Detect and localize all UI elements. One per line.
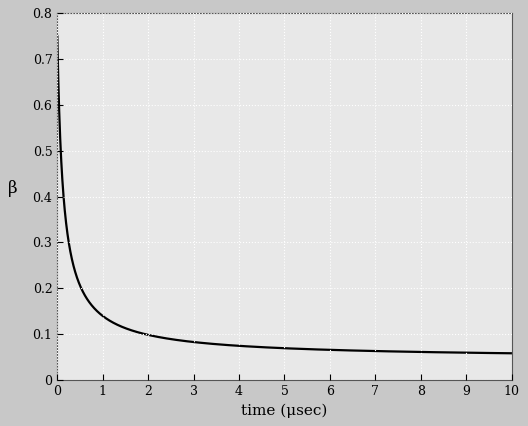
X-axis label: time (μsec): time (μsec): [241, 403, 328, 417]
Y-axis label: β: β: [8, 180, 18, 196]
